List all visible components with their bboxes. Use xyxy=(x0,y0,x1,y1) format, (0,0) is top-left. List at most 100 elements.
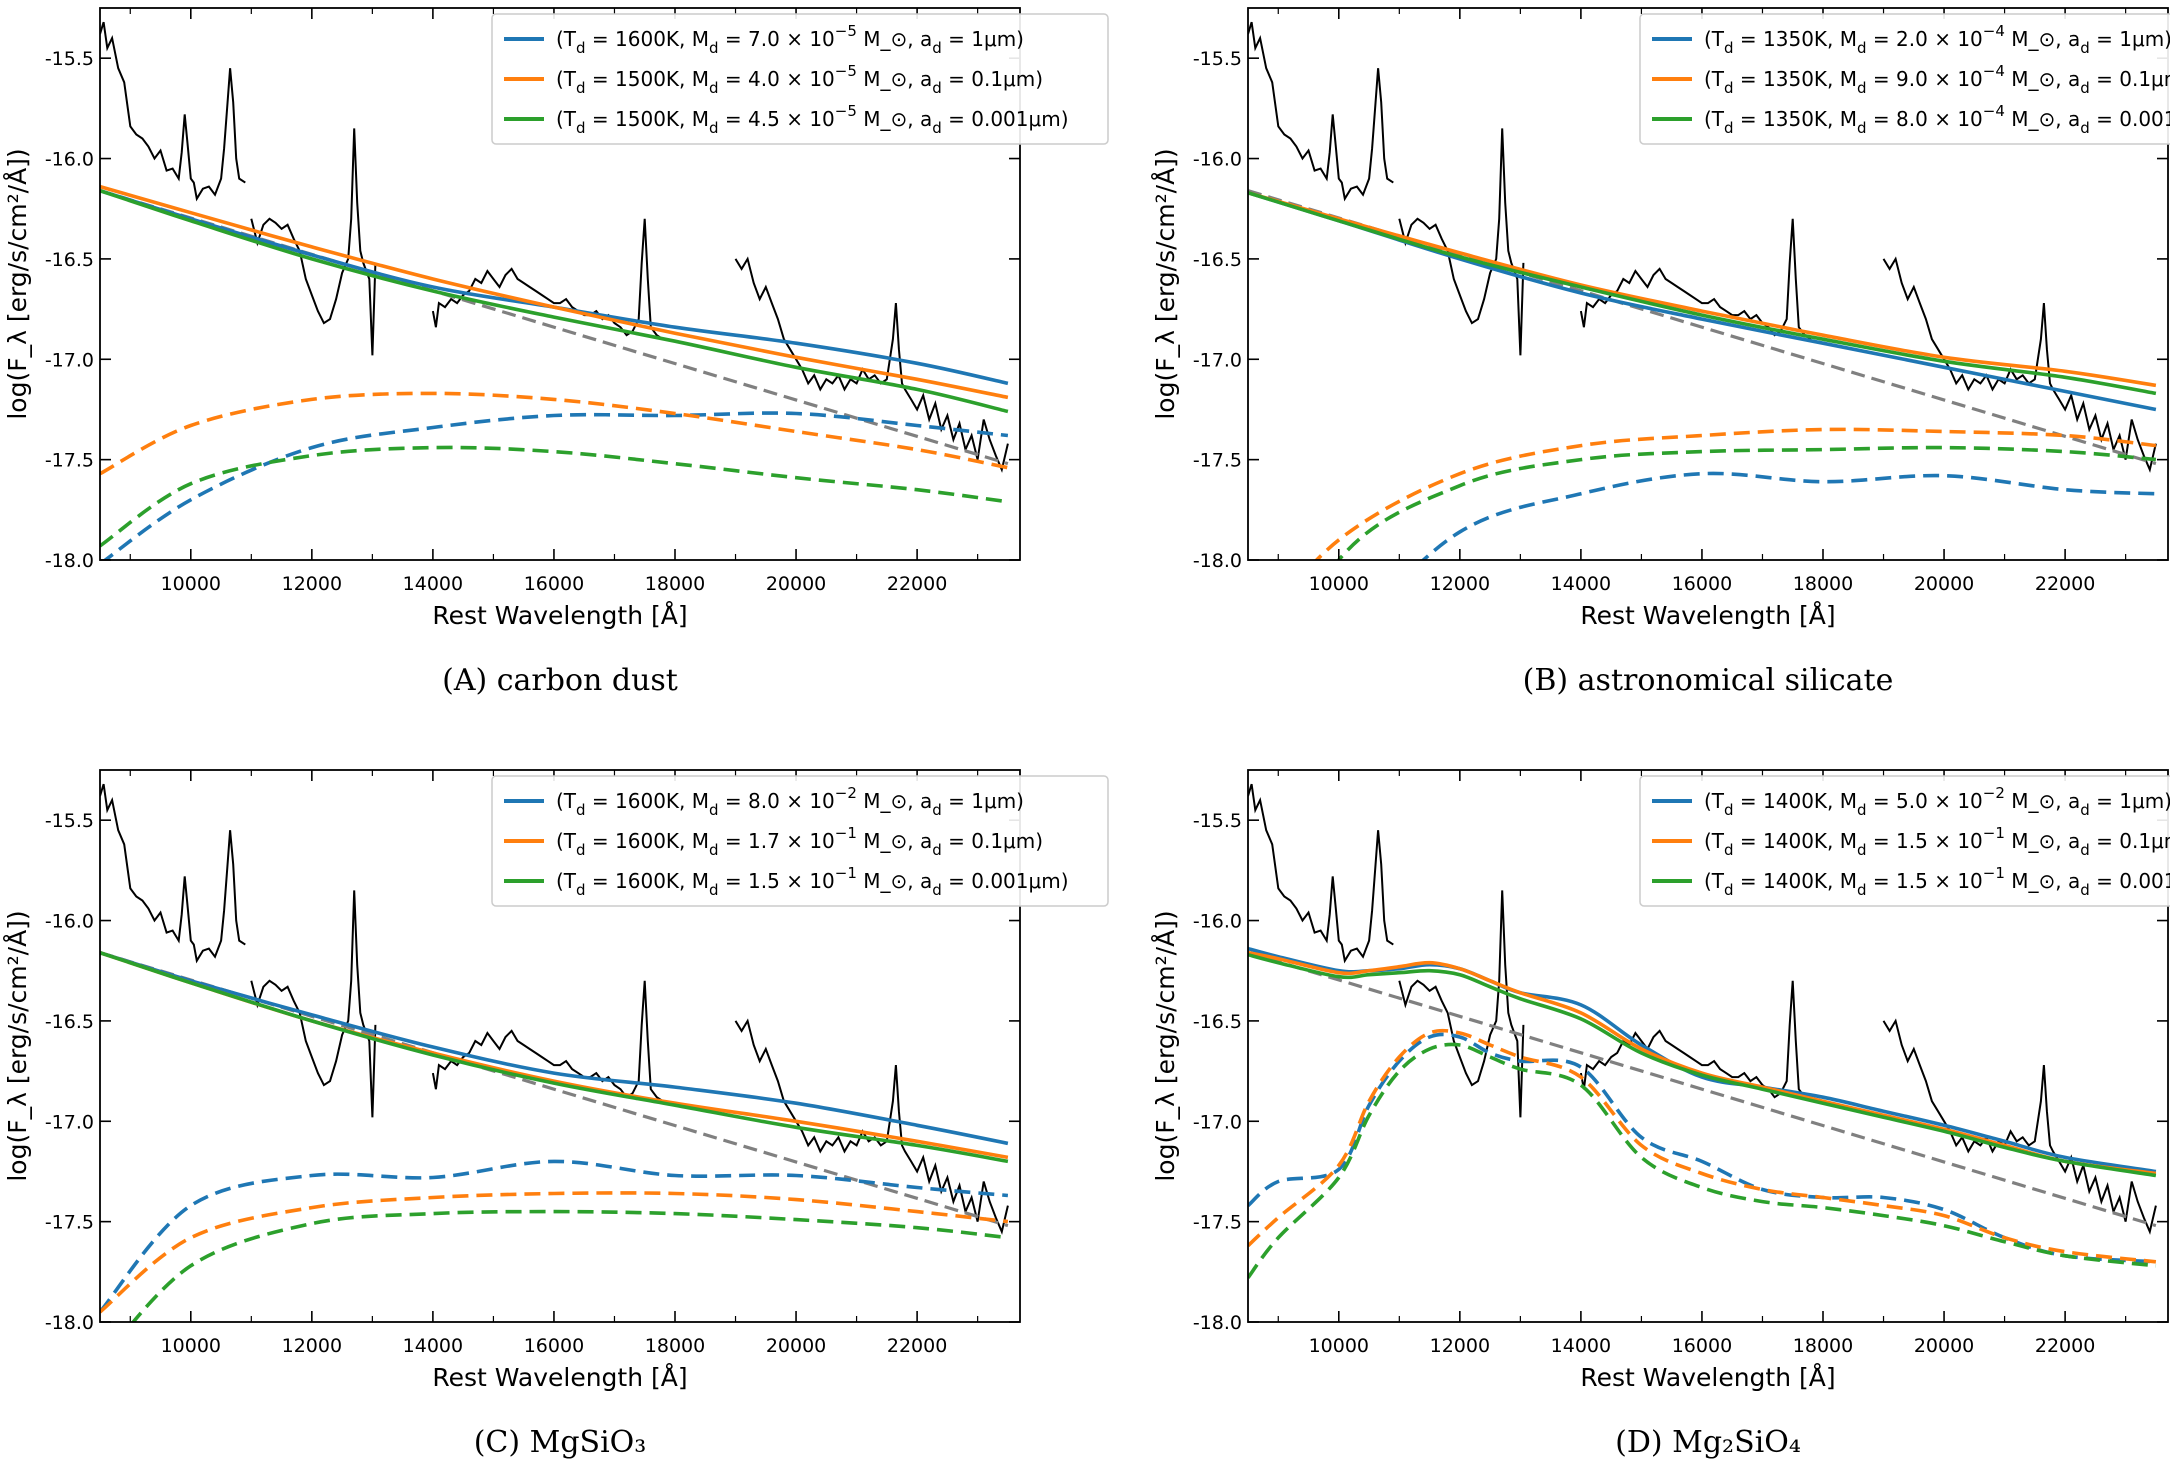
legend-entry-orange: (Td = 1600K, Md = 1.7 × 10−1 M_⊙, ad = 0… xyxy=(556,824,1043,859)
x-tick-label: 12000 xyxy=(1430,1335,1490,1357)
panel-c-mgsio3: 10000 12000 14000 16000 18000 20000 22000 -18.0… xyxy=(3,769,1109,1460)
spectrum-segment-2 xyxy=(250,890,377,1118)
dust-model-green-line xyxy=(1336,445,2157,560)
total-model-orange-line xyxy=(1248,950,2157,1176)
total-model-green-line xyxy=(100,188,1009,414)
spectrum-segment-3 xyxy=(1579,218,1812,341)
dust-model-orange-line xyxy=(100,391,1009,476)
x-tick-label: 12000 xyxy=(1430,573,1490,595)
panel-b-astronomical-silicate: 10000 12000 14000 16000 18000 20000 22000 -18.0… xyxy=(1151,7,2170,698)
legend-entry-orange: (Td = 1400K, Md = 1.5 × 10−1 M_⊙, ad = 0… xyxy=(1704,824,2170,859)
panel-d-mg2sio4: 10000 12000 14000 16000 18000 20000 22000 -18.0… xyxy=(1151,769,2170,1460)
continuum-line xyxy=(1248,951,2157,1228)
total-model-green-line xyxy=(100,950,1009,1164)
x-tick-label: 18000 xyxy=(1793,1335,1853,1357)
x-tick-label: 16000 xyxy=(1672,1335,1732,1357)
spectrum-segment-1 xyxy=(100,21,246,202)
y-tick-label: -17.0 xyxy=(45,1111,94,1133)
y-tick-label: -18.0 xyxy=(45,1312,94,1334)
dust-model-orange-line xyxy=(1314,427,2157,560)
spectrum-segment-4 xyxy=(734,1018,1009,1235)
legend-entry-blue: (Td = 1400K, Md = 5.0 × 10−2 M_⊙, ad = 1… xyxy=(1704,784,2170,819)
x-tick-label: 22000 xyxy=(2035,573,2095,595)
y-tick-label: -16.0 xyxy=(45,149,94,171)
y-tick-label: -16.0 xyxy=(1193,911,1242,933)
x-tick-label: 14000 xyxy=(1551,573,1611,595)
total-model-green-line xyxy=(1248,952,2157,1178)
x-tick-label: 18000 xyxy=(1793,573,1853,595)
y-tick-label: -17.5 xyxy=(1193,450,1242,472)
legend-entry-green: (Td = 1600K, Md = 1.5 × 10−1 M_⊙, ad = 0… xyxy=(556,864,1069,899)
legend-entry-blue: (Td = 1600K, Md = 7.0 × 10−5 M_⊙, ad = 1… xyxy=(556,22,1024,57)
y-tick-label: -16.0 xyxy=(45,911,94,933)
total-model-orange-line xyxy=(100,950,1009,1160)
panel-caption: (C) MgSiO₃ xyxy=(474,1425,647,1460)
y-tick-label: -17.5 xyxy=(45,1212,94,1234)
total-model-green-line xyxy=(1248,190,2157,396)
x-tick-label: 10000 xyxy=(1309,1335,1369,1357)
spectrum-segment-2 xyxy=(1398,128,1525,356)
x-tick-label: 16000 xyxy=(524,1335,584,1357)
x-tick-label: 20000 xyxy=(1914,1335,1974,1357)
y-tick-label: -15.5 xyxy=(1193,48,1242,70)
x-tick-label: 20000 xyxy=(766,1335,826,1357)
y-tick-label: -17.5 xyxy=(45,450,94,472)
y-axis-label: log(F_λ [erg/s/cm²/Å]) xyxy=(1151,148,1180,419)
x-tick-label: 10000 xyxy=(161,573,221,595)
y-axis-label: log(F_λ [erg/s/cm²/Å]) xyxy=(3,148,32,419)
dust-model-blue-line xyxy=(1248,1032,2157,1264)
x-tick-label: 16000 xyxy=(1672,573,1732,595)
plot-frame xyxy=(1247,7,2169,561)
y-tick-label: -17.0 xyxy=(1193,349,1242,371)
x-axis-label: Rest Wavelength [Å] xyxy=(432,1363,687,1392)
dust-model-green-line xyxy=(100,445,1009,548)
plot-frame xyxy=(1247,769,2169,1323)
x-tick-label: 10000 xyxy=(1309,573,1369,595)
total-model-orange-line xyxy=(100,184,1009,400)
spectrum-segment-1 xyxy=(1248,783,1394,964)
x-axis-label: Rest Wavelength [Å] xyxy=(1580,601,1835,630)
legend-entry-orange: (Td = 1500K, Md = 4.0 × 10−5 M_⊙, ad = 0… xyxy=(556,62,1043,97)
legend-entry-blue: (Td = 1350K, Md = 2.0 × 10−4 M_⊙, ad = 1… xyxy=(1704,22,2170,57)
y-axis-label: log(F_λ [erg/s/cm²/Å]) xyxy=(1151,910,1180,1181)
total-model-blue-line xyxy=(100,950,1009,1146)
spectrum-segment-4 xyxy=(1882,1018,2157,1235)
panel-a-carbon-dust: 10000 12000 14000 16000 18000 20000 22000 -18.0… xyxy=(3,7,1109,698)
legend: (Td = 1400K, Md = 5.0 × 10−2 M_⊙, ad = 1… xyxy=(1639,775,2170,907)
dust-model-blue-line xyxy=(102,411,1009,560)
total-model-orange-line xyxy=(1248,190,2157,388)
legend-entry-green: (Td = 1400K, Md = 1.5 × 10−1 M_⊙, ad = 0… xyxy=(1704,864,2170,899)
y-tick-label: -18.0 xyxy=(1193,1312,1242,1334)
x-tick-label: 22000 xyxy=(2035,1335,2095,1357)
legend-box xyxy=(1639,13,2170,145)
x-tick-label: 14000 xyxy=(403,1335,463,1357)
spectrum-segment-4 xyxy=(734,256,1009,473)
total-model-blue-line xyxy=(1248,946,2157,1174)
y-tick-label: -18.0 xyxy=(45,550,94,572)
y-tick-label: -16.5 xyxy=(45,1011,94,1033)
y-tick-label: -18.0 xyxy=(1193,550,1242,572)
x-tick-label: 20000 xyxy=(766,573,826,595)
spectrum-segment-4 xyxy=(1882,256,2157,473)
panel-caption: (B) astronomical silicate xyxy=(1523,663,1894,698)
legend-entry-green: (Td = 1350K, Md = 8.0 × 10−4 M_⊙, ad = 0… xyxy=(1704,102,2170,137)
spectrum-segment-3 xyxy=(431,218,664,341)
legend-box xyxy=(491,775,1109,907)
plot-area xyxy=(1248,21,2157,560)
y-tick-label: -16.5 xyxy=(1193,249,1242,271)
x-tick-label: 14000 xyxy=(403,573,463,595)
legend-box xyxy=(1639,775,2170,907)
x-tick-label: 14000 xyxy=(1551,1335,1611,1357)
y-tick-label: -16.5 xyxy=(1193,1011,1242,1033)
x-tick-label: 20000 xyxy=(1914,573,1974,595)
dust-model-blue-line xyxy=(100,1159,1009,1314)
dust-model-green-line xyxy=(130,1209,1009,1322)
y-tick-label: -16.5 xyxy=(45,249,94,271)
plot-frame xyxy=(99,769,1021,1323)
x-axis-label: Rest Wavelength [Å] xyxy=(1580,1363,1835,1392)
y-tick-label: -17.0 xyxy=(45,349,94,371)
legend-entry-green: (Td = 1500K, Md = 4.5 × 10−5 M_⊙, ad = 0… xyxy=(556,102,1069,137)
dust-model-orange-line xyxy=(1248,1028,2157,1264)
x-tick-label: 16000 xyxy=(524,573,584,595)
